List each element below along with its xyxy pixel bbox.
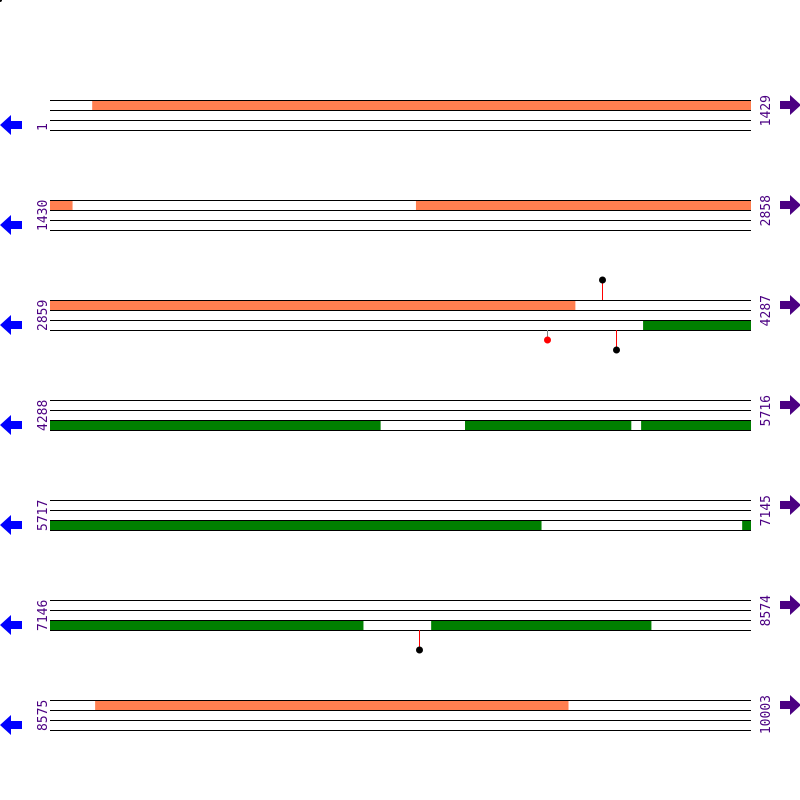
forward-feature [92,100,751,110]
row-start-label: 8575 [36,700,51,731]
marker-dot [599,276,606,284]
reverse-feature [742,520,751,530]
sequence-row: 7146 8574 [0,595,800,654]
row-start-label: 4288 [36,400,51,431]
row-end-label: 8574 [759,595,774,626]
row-end-label: 1429 [759,95,774,126]
forward-feature [50,200,73,210]
sequence-row: 8575 10003 [0,695,800,735]
sequence-row: 2859 4287 [0,276,800,354]
sequence-row: 5717 7145 [0,495,800,535]
left-arrow-icon [0,615,22,635]
right-arrow-icon [780,195,800,215]
sequence-row: 1 1429 [0,95,800,135]
left-arrow-icon [0,315,22,335]
right-arrow-icon [780,295,800,315]
row-end-label: 5716 [759,395,774,426]
row-start-label: 5717 [36,500,51,531]
forward-feature [95,700,569,710]
marker-dot [544,336,551,344]
corner-dot [0,0,2,2]
reverse-feature [50,620,364,630]
forward-feature [50,300,576,310]
sequence-row: 1430 2858 [0,195,800,235]
left-arrow-icon [0,415,22,435]
reverse-feature [641,420,751,430]
reverse-feature [465,420,632,430]
right-arrow-icon [780,395,800,415]
left-arrow-icon [0,715,22,735]
row-end-label: 4287 [759,295,774,326]
marker-dot [416,646,423,654]
row-start-label: 2859 [36,300,51,331]
reverse-feature [50,420,381,430]
left-arrow-icon [0,115,22,135]
left-arrow-icon [0,215,22,235]
left-arrow-icon [0,515,22,535]
row-start-label: 1430 [36,200,51,231]
right-arrow-icon [780,495,800,515]
row-start-label: 7146 [36,600,51,631]
right-arrow-icon [780,595,800,615]
reverse-feature [50,520,542,530]
sequence-row: 4288 5716 [0,395,800,435]
marker-dot [613,346,620,354]
row-end-label: 7145 [759,495,774,526]
row-end-label: 10003 [759,695,774,734]
reverse-feature [643,320,751,330]
reverse-feature [431,620,652,630]
right-arrow-icon [780,95,800,115]
forward-feature [415,200,751,210]
row-start-label: 1 [36,123,51,131]
row-end-label: 2858 [759,195,774,226]
right-arrow-icon [780,695,800,715]
